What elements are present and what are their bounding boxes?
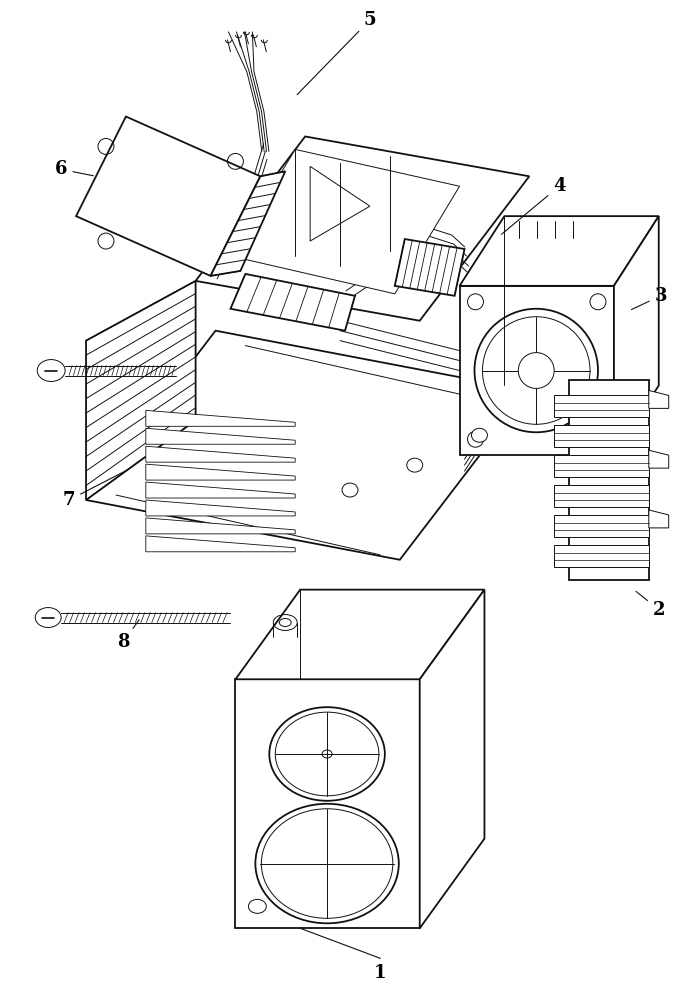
Polygon shape (555, 425, 649, 447)
Polygon shape (555, 395, 649, 417)
Text: 7: 7 (63, 469, 128, 509)
Polygon shape (301, 590, 484, 839)
Polygon shape (555, 455, 649, 477)
Polygon shape (146, 500, 295, 516)
Polygon shape (569, 380, 649, 580)
Text: 1: 1 (373, 958, 386, 982)
Polygon shape (86, 281, 196, 500)
Polygon shape (146, 464, 295, 480)
Text: 6: 6 (55, 160, 93, 178)
Polygon shape (146, 428, 295, 444)
Polygon shape (230, 274, 355, 331)
Ellipse shape (407, 458, 423, 472)
Polygon shape (210, 171, 285, 276)
Polygon shape (196, 136, 530, 321)
Polygon shape (459, 286, 614, 455)
Ellipse shape (37, 360, 65, 381)
Polygon shape (310, 166, 370, 241)
Ellipse shape (475, 309, 598, 432)
Text: 5: 5 (297, 11, 376, 95)
Polygon shape (555, 485, 649, 507)
Polygon shape (459, 216, 659, 286)
Polygon shape (555, 515, 649, 537)
Ellipse shape (269, 707, 385, 801)
Polygon shape (235, 679, 420, 928)
Polygon shape (649, 390, 669, 408)
Polygon shape (76, 117, 260, 276)
Polygon shape (420, 590, 484, 928)
Polygon shape (235, 590, 484, 679)
Polygon shape (230, 149, 459, 294)
Polygon shape (146, 446, 295, 462)
Polygon shape (395, 239, 464, 296)
Ellipse shape (468, 431, 484, 447)
Ellipse shape (590, 431, 606, 447)
Ellipse shape (471, 428, 487, 442)
Ellipse shape (590, 294, 606, 310)
Text: 4: 4 (502, 177, 566, 234)
Text: 3: 3 (632, 287, 667, 310)
Polygon shape (649, 450, 669, 468)
Polygon shape (146, 410, 295, 426)
Polygon shape (146, 536, 295, 552)
Text: 8: 8 (117, 620, 139, 651)
Ellipse shape (468, 294, 484, 310)
Polygon shape (555, 545, 649, 567)
Ellipse shape (518, 353, 555, 388)
Ellipse shape (255, 804, 399, 923)
Polygon shape (649, 510, 669, 528)
Polygon shape (146, 482, 295, 498)
Ellipse shape (35, 608, 61, 627)
Text: 2: 2 (636, 591, 665, 619)
Polygon shape (614, 216, 659, 455)
Polygon shape (146, 518, 295, 534)
Ellipse shape (342, 483, 358, 497)
Polygon shape (86, 331, 530, 560)
